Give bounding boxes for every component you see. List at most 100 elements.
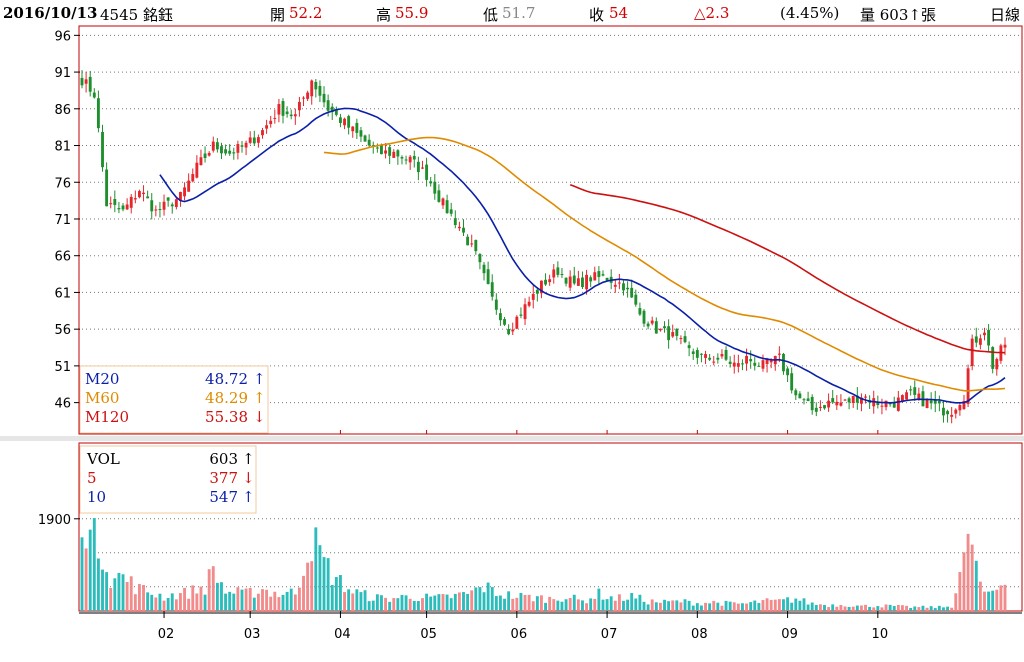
candle-body [831,398,835,403]
candle-body [942,407,945,416]
volume-bar [884,604,888,611]
high-value: 55.9 [395,4,429,22]
candle-body [162,201,166,210]
volume-bar [281,594,285,611]
volume-bar [913,606,917,611]
candle-body [441,198,445,206]
volume-bar [966,533,970,611]
price-legend: M20 48.72 ↑ M60 48.29 ↑ M120 55.38 ↓ [79,365,269,434]
candle-body [630,287,634,298]
month-label: 09 [781,627,798,642]
candle-body [113,199,117,205]
candle-body [326,100,330,111]
candle-body [289,114,293,117]
candle-body [695,350,699,358]
volume-bar [741,603,744,611]
candle-body [593,272,597,281]
volume-bar [486,582,490,611]
volume-bar [544,602,547,611]
candle-body [724,349,728,360]
volume-legend-box [79,445,257,514]
m20-line [159,107,1006,404]
candle-body [716,357,720,360]
volume-bar [523,594,527,611]
volume-bar [880,607,884,611]
volume-bar [987,591,991,611]
candle-body [585,274,589,290]
volume-bar [572,594,576,611]
volume-bar [757,603,761,611]
candle-body [777,353,781,355]
candle-body [388,147,392,156]
volume-bar [769,599,773,611]
candle-body [457,226,461,229]
candle-body [285,111,289,115]
candle-body [576,278,580,286]
volume-bar [445,594,449,611]
volume-bar [400,594,404,611]
volume-bar [901,605,904,611]
volume-bar [351,593,355,611]
price-axis: 96 91 86 81 76 71 66 61 56 51 46 [54,29,80,412]
volume-bar [490,587,494,611]
volume-bar [109,587,113,611]
volume-bar [433,595,437,611]
candle-body [359,130,363,137]
volume-bar [449,598,453,611]
volume-bar [818,604,822,611]
volume-legend-value: 377 [209,469,238,487]
volume-bar [556,600,560,611]
candle-body [761,360,765,369]
candle-body [757,365,761,367]
volume-bar [675,600,679,611]
candle-body [490,282,494,297]
volume-bar [827,607,831,611]
volume-bar [654,602,658,611]
candle-body [179,191,182,201]
candle-body [433,181,437,194]
candle-body [211,141,215,151]
candle-body [199,157,203,166]
volume-legend-name: 5 [87,469,97,487]
volume-bar [273,591,277,611]
volume-bar [146,592,150,611]
volume-bar [810,602,814,611]
price-legend-name: M60 [85,389,119,407]
volume-bar [679,602,683,611]
candle-body [527,301,531,306]
candle-body [142,192,145,195]
candle-body [363,135,367,142]
volume-bar [704,602,707,611]
candle-body [794,390,798,396]
candle-body [166,197,170,201]
candle-body [732,362,736,367]
candle-body [154,209,158,211]
candle-body [109,203,113,205]
candle-body [453,218,457,226]
candle-body [445,200,449,214]
volume-bar [978,581,982,611]
volume-bar [88,529,92,611]
volume-bar [983,591,986,611]
volume-bar [232,593,236,611]
candle-body [256,137,260,143]
volume-bar [839,604,843,611]
volume-bar [626,599,630,611]
price-legend-arrow: ↑ [253,389,266,407]
volume-bar [847,606,851,611]
volume-bar [277,597,281,611]
volume-bar [745,603,748,611]
volume-bar [384,597,388,611]
candle-body [843,399,847,401]
candle-body [310,80,314,97]
candle-body [302,97,305,99]
candle-body [749,359,753,362]
volume-legend: VOL 603 ↑5 377 ↓10 547 ↑ [79,445,257,514]
price-tick-label: 76 [54,176,71,191]
price-tick-label: 86 [54,103,71,118]
candle-body [347,116,351,128]
price-tick-label: 71 [54,213,71,228]
volume-bar [761,600,765,611]
volume-bar [129,576,133,611]
